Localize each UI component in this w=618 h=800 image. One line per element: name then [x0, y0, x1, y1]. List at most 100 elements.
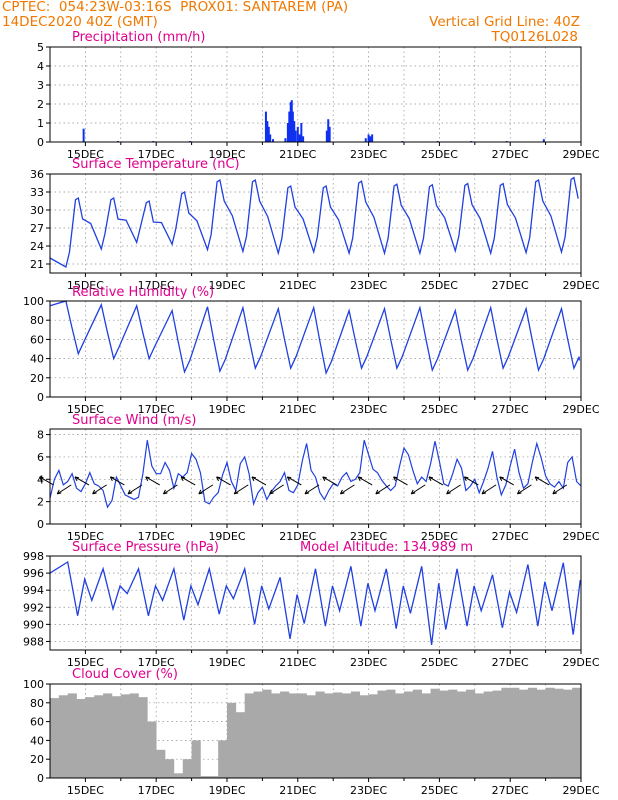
- y-tick-label: 0: [37, 518, 44, 531]
- y-tick-label: 5: [37, 41, 44, 54]
- precip-bar: [289, 102, 292, 142]
- wind-vector-arrow: [499, 476, 514, 486]
- wind-vector-head: [410, 489, 416, 495]
- header-grid-line-info: Vertical Grid Line: 40Z: [429, 14, 580, 30]
- wind-vector-arrow: [410, 484, 426, 495]
- precip-bar: [290, 100, 293, 142]
- wind-vector-arrow: [74, 476, 90, 486]
- wind-vector-head: [375, 489, 380, 495]
- cloud-cover-bar: [297, 693, 307, 778]
- wind-vector-arrow: [110, 476, 125, 486]
- cloud-cover-bar: [235, 712, 245, 778]
- panel-frame: [49, 46, 582, 143]
- cloud-cover-bar: [120, 694, 130, 778]
- x-tick-label: 23DEC: [350, 279, 387, 292]
- precip-bar: [300, 123, 303, 142]
- wind-vector-head: [552, 489, 557, 495]
- wind-vector-head: [39, 476, 44, 482]
- wind-vector-arrow: [251, 476, 267, 486]
- wind-vector-arrow: [163, 484, 178, 495]
- x-tick-label: 19DEC: [208, 656, 245, 669]
- x-tick-label: 17DEC: [138, 784, 175, 797]
- x-tick-label: 19DEC: [208, 279, 245, 292]
- x-tick-label: 21DEC: [279, 403, 316, 416]
- x-tick-label: 19DEC: [208, 148, 245, 161]
- x-tick-label: 19DEC: [208, 403, 245, 416]
- cloud-cover-bar: [342, 693, 352, 778]
- cloud-cover-bar: [173, 773, 184, 778]
- y-tick-label: 994: [23, 584, 44, 597]
- panel-frame: [49, 300, 582, 398]
- wind-vector-head: [74, 476, 80, 482]
- cloud-cover-bar: [412, 689, 422, 778]
- wind-vector-head: [162, 489, 168, 495]
- precip-bar: [298, 134, 301, 142]
- x-tick-label: 27DEC: [492, 279, 529, 292]
- y-tick-label: 60: [30, 716, 44, 729]
- precip-bar: [264, 111, 267, 142]
- y-tick-label: 988: [23, 635, 44, 648]
- wind-vector-head: [56, 489, 62, 495]
- wind-series-line: [49, 440, 582, 509]
- cloud-cover-bar: [227, 702, 237, 778]
- wind-vector-head: [357, 476, 363, 482]
- cloud-cover-bar: [386, 689, 396, 778]
- panel-title: Surface Wind (m/s): [72, 413, 196, 428]
- x-tick-label: 29DEC: [562, 279, 599, 292]
- x-tick-label: 23DEC: [350, 656, 387, 669]
- y-tick-label: 36: [30, 168, 44, 181]
- panel-title: Surface Temperature (nC): [72, 157, 240, 172]
- cloud-cover-bar: [85, 697, 95, 778]
- cloud-cover-bar: [288, 693, 299, 778]
- precip-bar: [296, 126, 299, 142]
- panel-frame: [49, 683, 582, 779]
- precip-bar: [266, 121, 269, 142]
- y-tick-label: 40: [30, 353, 44, 366]
- cloud-cover-bar: [350, 691, 361, 778]
- x-tick-label: 15DEC: [67, 656, 104, 669]
- cloud-cover-bar: [67, 693, 77, 778]
- y-tick-label: 33: [30, 186, 44, 199]
- x-tick-label: 21DEC: [279, 784, 316, 797]
- precip-bar: [82, 128, 85, 142]
- panel-frame: [49, 173, 582, 274]
- wind-vector-head: [322, 476, 327, 482]
- y-tick-label: 100: [23, 678, 44, 691]
- x-tick-label: 29DEC: [562, 148, 599, 161]
- wind-vector-arrow: [304, 484, 320, 495]
- precip-bar: [369, 136, 372, 142]
- cloud-cover-bar: [368, 694, 378, 778]
- x-tick-label: 29DEC: [562, 784, 599, 797]
- wind-vector-arrow: [322, 476, 337, 486]
- wind-vector-arrow: [428, 476, 444, 486]
- wind-vector-arrow: [287, 476, 302, 486]
- x-tick-label: 29DEC: [562, 530, 599, 543]
- wind-vector-arrow: [92, 484, 107, 495]
- y-tick-label: 8: [37, 429, 44, 442]
- y-tick-label: 40: [30, 734, 44, 747]
- x-tick-label: 17DEC: [138, 279, 175, 292]
- panel-title: Relative Humidity (%): [72, 285, 214, 300]
- x-tick-label: 27DEC: [492, 656, 529, 669]
- y-tick-label: 24: [30, 240, 44, 253]
- y-tick-label: 1: [37, 117, 44, 130]
- header-station-line: CPTEC: 054:23W-03:16S PROX01: SANTAREM (…: [2, 0, 349, 15]
- y-tick-label: 6: [37, 451, 44, 464]
- wind-vector-arrow: [393, 476, 408, 486]
- x-tick-label: 25DEC: [421, 403, 458, 416]
- precip-bar: [328, 126, 331, 142]
- cloud-cover-bar: [244, 693, 254, 778]
- cloud-cover-bar: [448, 689, 458, 778]
- cloud-cover-bar: [465, 689, 476, 778]
- wind-vector-arrow: [375, 484, 391, 495]
- x-tick-label: 21DEC: [279, 530, 316, 543]
- cloud-cover-bar: [536, 689, 546, 778]
- cloud-cover-bar: [377, 690, 387, 778]
- wind-vector-arrow: [552, 484, 568, 495]
- wind-vector-arrow: [180, 476, 196, 486]
- wind-vector-arrow: [357, 476, 373, 486]
- wind-vector-head: [428, 476, 434, 482]
- panel-title: Surface Pressure (hPa): [72, 540, 219, 555]
- x-tick-label: 27DEC: [492, 530, 529, 543]
